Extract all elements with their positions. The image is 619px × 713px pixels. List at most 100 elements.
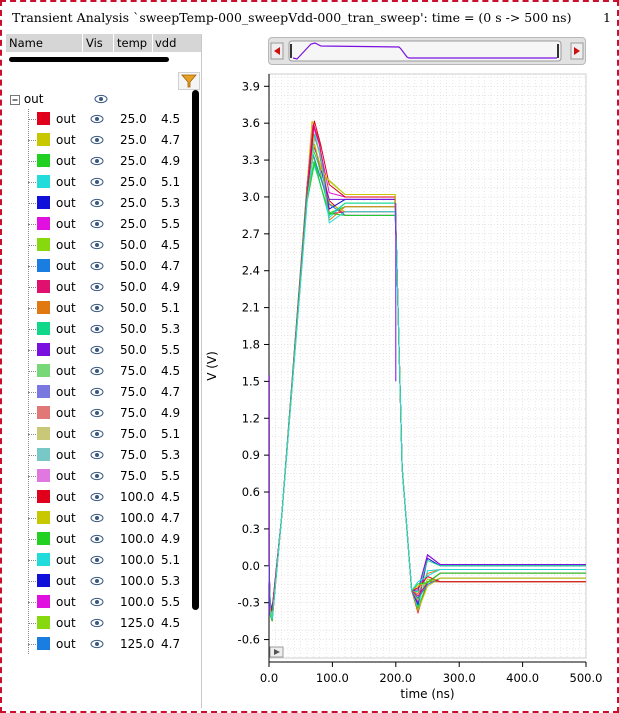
color-swatch[interactable]	[37, 217, 50, 230]
y-tick-label: 1.2	[242, 411, 260, 425]
horizontal-scrollbar[interactable]	[9, 57, 169, 62]
temp-value: 25.0	[120, 112, 147, 126]
eye-icon[interactable]	[90, 345, 104, 355]
temp-value: 25.0	[120, 196, 147, 210]
color-swatch[interactable]	[37, 112, 50, 125]
y-tick-label: 2.4	[242, 264, 260, 278]
vdd-value: 4.9	[161, 532, 181, 546]
eye-icon[interactable]	[90, 471, 104, 481]
color-swatch[interactable]	[37, 154, 50, 167]
vdd-value: 5.1	[161, 175, 181, 189]
color-swatch[interactable]	[37, 448, 50, 461]
color-swatch[interactable]	[37, 616, 50, 629]
arrow-left-icon	[274, 47, 280, 55]
eye-icon[interactable]	[90, 387, 104, 397]
color-swatch[interactable]	[37, 406, 50, 419]
color-swatch[interactable]	[37, 385, 50, 398]
vdd-value: 4.9	[161, 406, 181, 420]
collapse-icon[interactable]	[10, 94, 20, 105]
eye-icon[interactable]	[90, 156, 104, 166]
color-swatch[interactable]	[37, 322, 50, 335]
eye-icon[interactable]	[90, 639, 104, 649]
signal-name: out	[56, 112, 76, 126]
y-tick-label: 0.3	[242, 522, 260, 536]
color-swatch[interactable]	[37, 511, 50, 524]
tree-connector	[28, 161, 36, 162]
column-vdd[interactable]: vdd	[155, 36, 177, 50]
overview-strip[interactable]	[268, 37, 586, 65]
temp-value: 75.0	[120, 448, 147, 462]
color-swatch[interactable]	[37, 427, 50, 440]
signal-name: out	[56, 322, 76, 336]
eye-icon[interactable]	[90, 198, 104, 208]
tree-connector	[28, 518, 36, 519]
eye-icon[interactable]	[90, 555, 104, 565]
eye-icon[interactable]	[90, 576, 104, 586]
vdd-value: 5.3	[161, 196, 181, 210]
tree-connector	[28, 644, 36, 645]
eye-icon[interactable]	[90, 534, 104, 544]
tree-root-label: out	[23, 92, 44, 106]
signal-name: out	[56, 385, 76, 399]
temp-value: 100.0	[120, 595, 155, 609]
waveform-chart[interactable]: 3.9 3.6 3.3 3.0 2.7 2.4 2.1 1.8 1.5 1.2 0.9 0.6 0.3 0…	[202, 34, 616, 708]
vdd-value: 4.7	[161, 637, 181, 651]
eye-icon[interactable]	[90, 219, 104, 229]
tree-root[interactable]: out	[10, 92, 108, 106]
tree-connector	[28, 476, 36, 477]
temp-value: 100.0	[120, 532, 155, 546]
overview-trace	[292, 42, 557, 60]
eye-icon[interactable]	[90, 282, 104, 292]
color-swatch[interactable]	[37, 574, 50, 587]
eye-icon[interactable]	[94, 94, 108, 104]
eye-icon[interactable]	[90, 408, 104, 418]
signal-name: out	[56, 406, 76, 420]
color-swatch[interactable]	[37, 553, 50, 566]
y-tick-label: 2.7	[242, 227, 260, 241]
eye-icon[interactable]	[90, 261, 104, 271]
y-tick-label: 3.6	[242, 116, 260, 130]
filter-button[interactable]	[178, 72, 200, 90]
color-swatch[interactable]	[37, 259, 50, 272]
color-swatch[interactable]	[37, 364, 50, 377]
color-swatch[interactable]	[37, 343, 50, 356]
eye-icon[interactable]	[90, 240, 104, 250]
eye-icon[interactable]	[90, 135, 104, 145]
eye-icon[interactable]	[90, 618, 104, 628]
color-swatch[interactable]	[37, 301, 50, 314]
vdd-value: 4.7	[161, 259, 181, 273]
color-swatch[interactable]	[37, 490, 50, 503]
color-swatch[interactable]	[37, 196, 50, 209]
signal-name: out	[56, 427, 76, 441]
eye-icon[interactable]	[90, 366, 104, 376]
eye-icon[interactable]	[90, 324, 104, 334]
eye-icon[interactable]	[90, 597, 104, 607]
eye-icon[interactable]	[90, 114, 104, 124]
color-swatch[interactable]	[37, 175, 50, 188]
vdd-value: 4.7	[161, 133, 181, 147]
temp-value: 25.0	[120, 217, 147, 231]
column-vis[interactable]: Vis	[86, 36, 103, 50]
column-temp[interactable]: temp	[117, 36, 148, 50]
eye-icon[interactable]	[90, 177, 104, 187]
color-swatch[interactable]	[37, 532, 50, 545]
waveform-series[interactable]	[268, 133, 586, 620]
color-swatch[interactable]	[37, 469, 50, 482]
color-swatch[interactable]	[37, 637, 50, 650]
vertical-scrollbar[interactable]	[192, 90, 199, 610]
tree-connector	[28, 560, 36, 561]
eye-icon[interactable]	[90, 513, 104, 523]
tree-connector	[28, 350, 36, 351]
color-swatch[interactable]	[37, 133, 50, 146]
y-tick-label: 0.0	[242, 559, 260, 573]
color-swatch[interactable]	[37, 238, 50, 251]
corner-number: 1	[603, 10, 611, 25]
eye-icon[interactable]	[90, 450, 104, 460]
eye-icon[interactable]	[90, 429, 104, 439]
eye-icon[interactable]	[90, 492, 104, 502]
color-swatch[interactable]	[37, 595, 50, 608]
column-name[interactable]: Name	[9, 36, 43, 50]
color-swatch[interactable]	[37, 280, 50, 293]
eye-icon[interactable]	[90, 303, 104, 313]
vdd-value: 4.5	[161, 238, 181, 252]
